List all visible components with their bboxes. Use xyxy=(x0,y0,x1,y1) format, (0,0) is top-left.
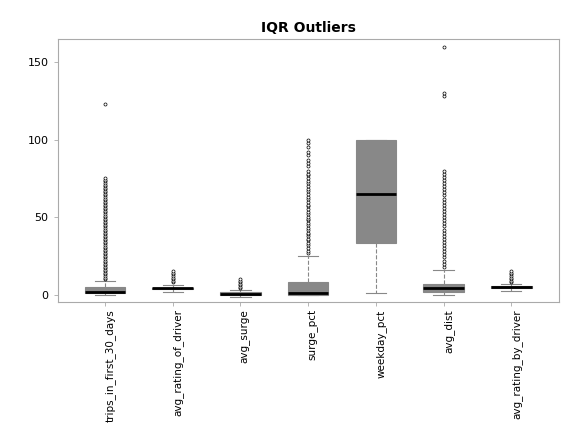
PathPatch shape xyxy=(355,140,396,244)
PathPatch shape xyxy=(423,284,464,292)
PathPatch shape xyxy=(491,286,532,289)
PathPatch shape xyxy=(85,287,126,293)
PathPatch shape xyxy=(153,288,193,289)
Title: IQR Outliers: IQR Outliers xyxy=(261,21,355,35)
PathPatch shape xyxy=(220,292,261,295)
PathPatch shape xyxy=(288,282,328,295)
